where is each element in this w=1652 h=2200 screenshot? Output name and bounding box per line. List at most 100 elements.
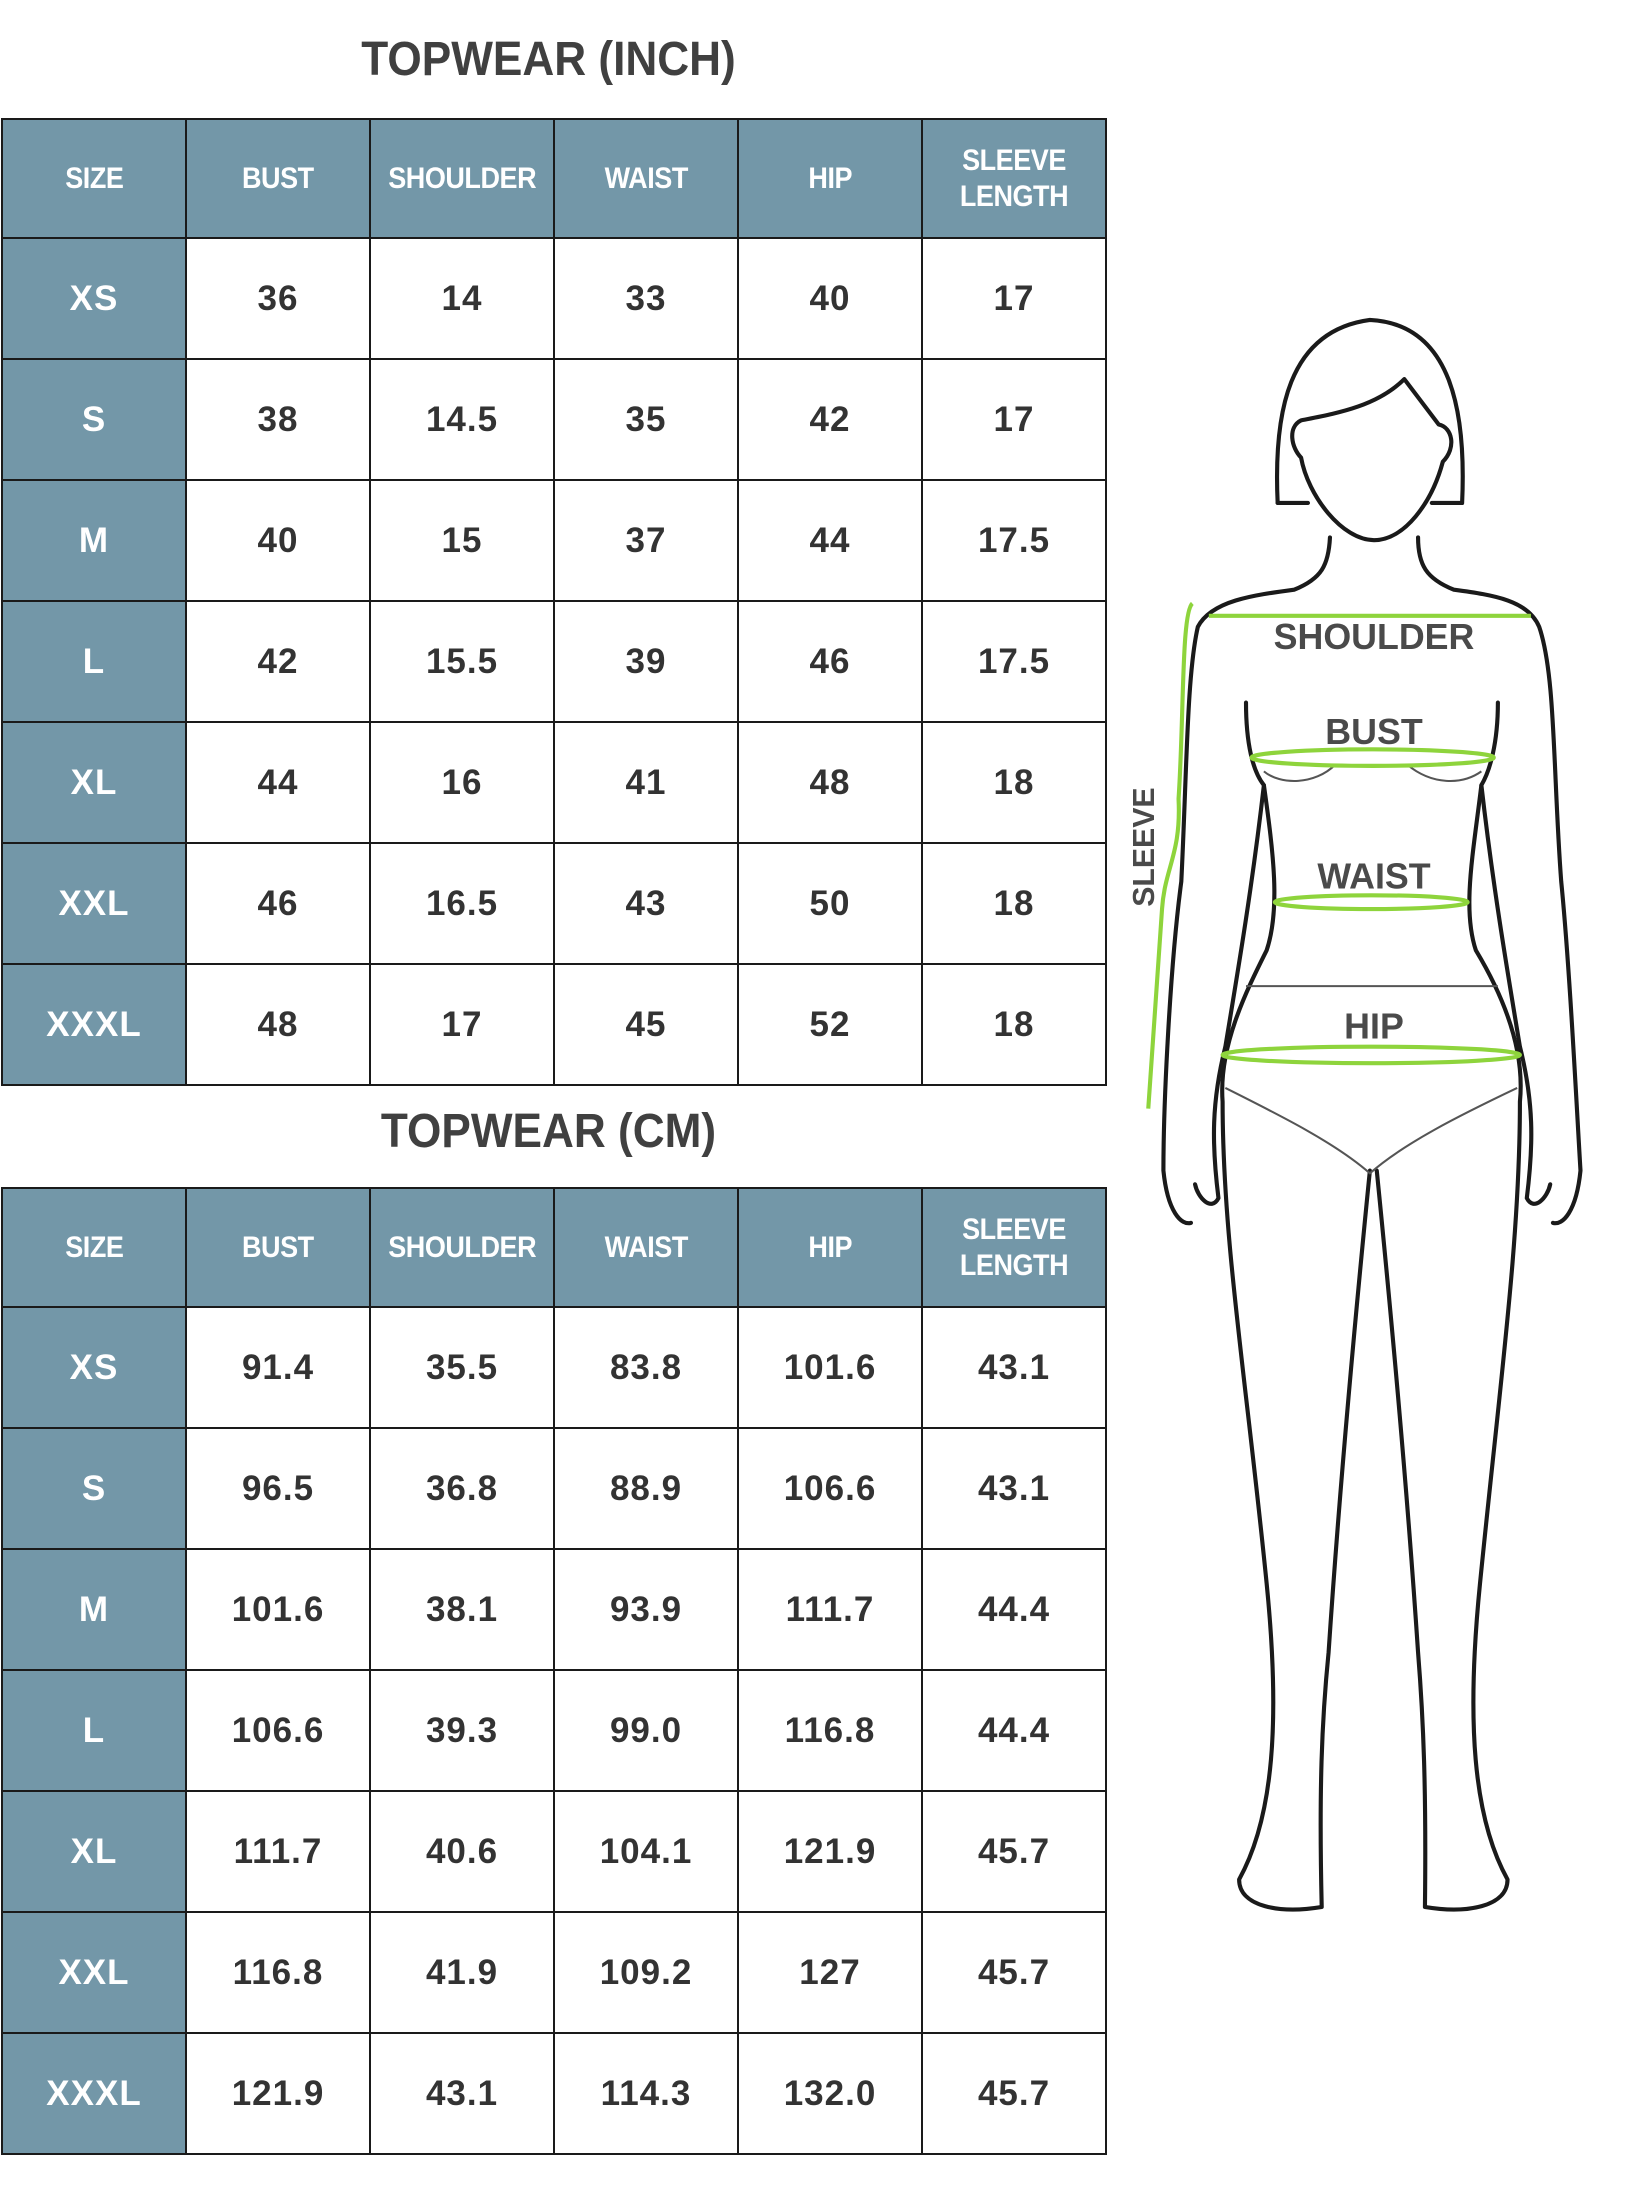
table-row: L 42 15.5 39 46 17.5 (1, 600, 1107, 723)
table-row: M 101.6 38.1 93.9 111.7 44.4 (1, 1548, 1107, 1671)
value-cell: 106.6 (185, 1669, 371, 1792)
column-header-label: HIP (808, 161, 852, 195)
inch-table-title: TOPWEAR (INCH) (361, 33, 736, 86)
value-cell: 17.5 (921, 600, 1107, 723)
table-row: XXL 116.8 41.9 109.2 127 45.7 (1, 1911, 1107, 2034)
header-row: SIZE BUST SHOULDER WAIST HIP SLEEVE LENGTH (1, 1187, 1107, 1308)
value-cell: 17 (369, 963, 555, 1086)
hip-label: HIP (1344, 1006, 1404, 1046)
value-cell: 132.0 (737, 2032, 923, 2155)
column-header-label: SIZE (64, 1230, 124, 1264)
value-cell: 42 (185, 600, 371, 723)
column-header: SHOULDER (369, 118, 555, 239)
value-cell: 101.6 (185, 1548, 371, 1671)
value-cell: 43.1 (921, 1427, 1107, 1550)
column-header: HIP (737, 1187, 923, 1308)
value-cell: 91.4 (185, 1306, 371, 1429)
inch-size-table: SIZE BUST SHOULDER WAIST HIP SLEEVE LENGTH XS 3… (1, 118, 1107, 1086)
size-cell: M (1, 479, 187, 602)
value-cell: 44.4 (921, 1669, 1107, 1792)
measurement-lines (1146, 601, 1531, 1109)
value-cell: 52 (737, 963, 923, 1086)
value-cell: 88.9 (553, 1427, 739, 1550)
value-cell: 44 (737, 479, 923, 602)
size-cell: L (1, 1669, 187, 1792)
value-cell: 16 (369, 721, 555, 844)
value-cell: 41.9 (369, 1911, 555, 2034)
column-header-label: SIZE (64, 161, 124, 195)
column-header-label: SLEEVE LENGTH (959, 1212, 1069, 1282)
value-cell: 43 (553, 842, 739, 965)
column-header-label: WAIST (604, 1230, 688, 1264)
value-cell: 43.1 (369, 2032, 555, 2155)
column-header: SLEEVE LENGTH (921, 1187, 1107, 1308)
value-cell: 46 (185, 842, 371, 965)
column-header-label: SHOULDER (388, 1230, 536, 1264)
shoulder-label: SHOULDER (1274, 617, 1475, 657)
cm-table-title: TOPWEAR (CM) (380, 1105, 717, 1158)
table-row: XXXL 48 17 45 52 18 (1, 963, 1107, 1086)
value-cell: 41 (553, 721, 739, 844)
value-cell: 45.7 (921, 2032, 1107, 2155)
size-cell: S (1, 1427, 187, 1550)
value-cell: 38 (185, 358, 371, 481)
value-cell: 39 (553, 600, 739, 723)
column-header: SIZE (1, 118, 187, 239)
body-measurement-figure: SHOULDER BUST WAIST HIP SLEEVE (1129, 317, 1583, 1912)
column-header: WAIST (553, 1187, 739, 1308)
value-cell: 116.8 (185, 1911, 371, 2034)
column-header: SIZE (1, 1187, 187, 1308)
value-cell: 36.8 (369, 1427, 555, 1550)
value-cell: 40 (185, 479, 371, 602)
column-header-label: HIP (808, 1230, 852, 1264)
size-cell: XXXL (1, 963, 187, 1086)
table-row: S 38 14.5 35 42 17 (1, 358, 1107, 481)
value-cell: 50 (737, 842, 923, 965)
size-cell: XL (1, 721, 187, 844)
value-cell: 111.7 (185, 1790, 371, 1913)
value-cell: 106.6 (737, 1427, 923, 1550)
size-cell: XL (1, 1790, 187, 1913)
value-cell: 17 (921, 237, 1107, 360)
cm-size-table: SIZE BUST SHOULDER WAIST HIP SLEEVE LENGTH XS 9… (1, 1187, 1107, 2155)
value-cell: 121.9 (185, 2032, 371, 2155)
column-header: WAIST (553, 118, 739, 239)
table-row: M 40 15 37 44 17.5 (1, 479, 1107, 602)
size-cell: L (1, 600, 187, 723)
value-cell: 39.3 (369, 1669, 555, 1792)
column-header-label: WAIST (604, 161, 688, 195)
value-cell: 48 (737, 721, 923, 844)
column-header-label: BUST (242, 1230, 314, 1264)
header-row: SIZE BUST SHOULDER WAIST HIP SLEEVE LENGTH (1, 118, 1107, 239)
value-cell: 45.7 (921, 1911, 1107, 2034)
table-row: XXL 46 16.5 43 50 18 (1, 842, 1107, 965)
value-cell: 16.5 (369, 842, 555, 965)
column-header-label: SLEEVE LENGTH (959, 143, 1069, 213)
value-cell: 17 (921, 358, 1107, 481)
value-cell: 38.1 (369, 1548, 555, 1671)
value-cell: 111.7 (737, 1548, 923, 1671)
value-cell: 35 (553, 358, 739, 481)
value-cell: 15.5 (369, 600, 555, 723)
value-cell: 40.6 (369, 1790, 555, 1913)
size-cell: S (1, 358, 187, 481)
value-cell: 44 (185, 721, 371, 844)
value-cell: 116.8 (737, 1669, 923, 1792)
value-cell: 45 (553, 963, 739, 1086)
column-header: BUST (185, 118, 371, 239)
body-detail-lines (1224, 763, 1518, 1175)
value-cell: 99.0 (553, 1669, 739, 1792)
value-cell: 83.8 (553, 1306, 739, 1429)
value-cell: 33 (553, 237, 739, 360)
value-cell: 37 (553, 479, 739, 602)
column-header-label: SHOULDER (388, 161, 536, 195)
value-cell: 14 (369, 237, 555, 360)
value-cell: 101.6 (737, 1306, 923, 1429)
size-cell: XXXL (1, 2032, 187, 2155)
column-header: SHOULDER (369, 1187, 555, 1308)
value-cell: 15 (369, 479, 555, 602)
size-cell: M (1, 1548, 187, 1671)
value-cell: 104.1 (553, 1790, 739, 1913)
value-cell: 45.7 (921, 1790, 1107, 1913)
bust-label: BUST (1325, 712, 1423, 752)
